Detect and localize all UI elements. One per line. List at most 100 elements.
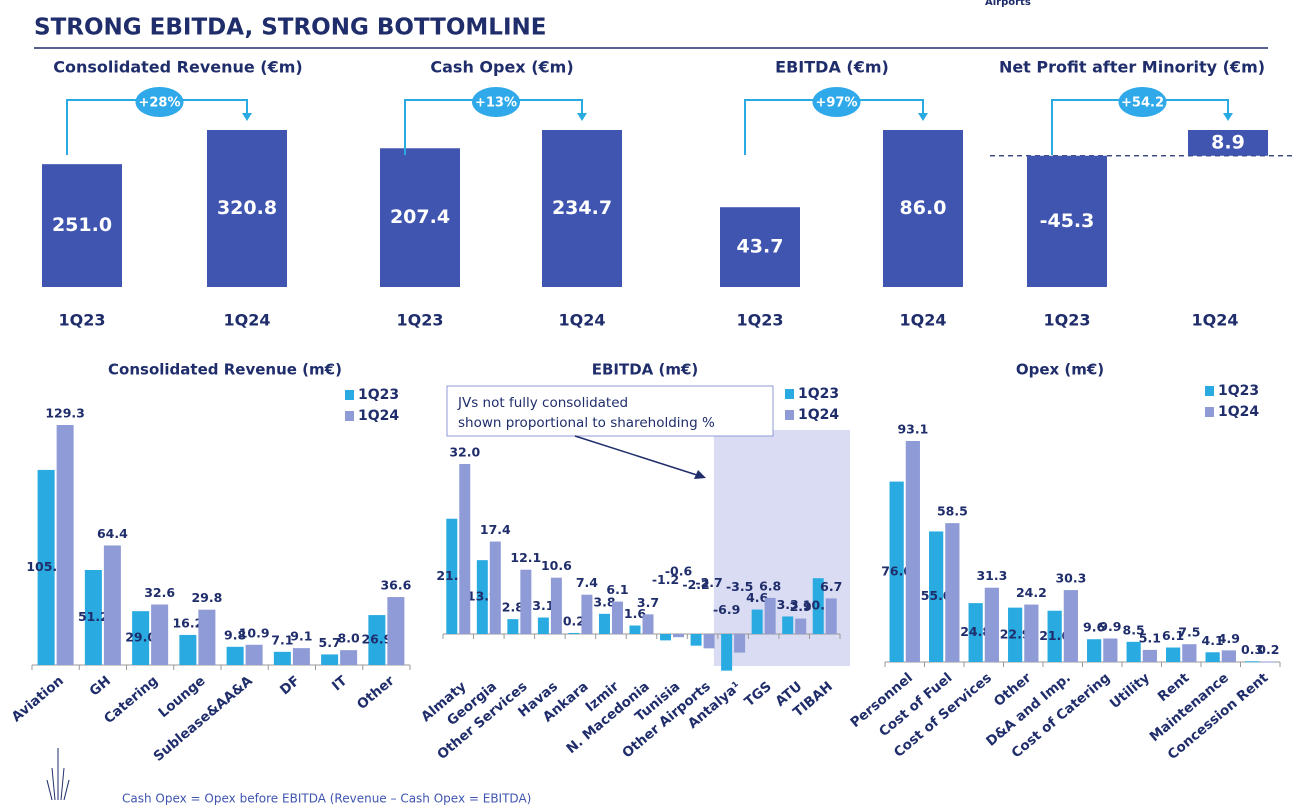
value-label: 1.6 [624, 606, 646, 621]
value-label: 9.1 [290, 629, 312, 644]
growth-label: +13% [475, 96, 517, 111]
value-label: 4.1 [1202, 633, 1224, 648]
bar [340, 650, 358, 665]
bar-value-label: 234.7 [552, 197, 612, 219]
panel-title: EBITDA (m€) [592, 361, 699, 379]
value-label: 10.9 [239, 625, 270, 640]
bar [568, 632, 580, 634]
bar [42, 164, 122, 287]
panel-title: Opex (m€) [1016, 361, 1104, 379]
value-label: 51.2 [78, 609, 109, 624]
category-label: Utility [1107, 670, 1153, 712]
annotation-arrowhead [694, 470, 706, 479]
value-label: 32.6 [144, 585, 175, 600]
bar [368, 615, 386, 665]
bar [542, 130, 622, 287]
logo-text: Airports [985, 0, 1031, 8]
bar [1261, 661, 1276, 663]
bar [1188, 130, 1268, 156]
value-label: 10.6 [541, 558, 572, 573]
bar [883, 130, 963, 287]
bar [764, 597, 776, 634]
value-label: 29.8 [191, 590, 222, 605]
value-label: 29.0 [125, 630, 156, 645]
bar [720, 207, 800, 287]
value-label: 24.8 [960, 624, 991, 639]
value-label: 2.9 [790, 599, 812, 614]
bar [292, 648, 310, 665]
bar [1063, 590, 1078, 662]
bar [537, 617, 549, 634]
bar [1182, 644, 1197, 662]
bar [581, 594, 593, 634]
annotation-arrow [574, 435, 701, 477]
slide-title: STRONG EBITDA, STRONG BOTTOMLINE [34, 15, 546, 41]
bar [380, 148, 460, 287]
growth-bubble [1118, 87, 1167, 117]
bar [1221, 650, 1236, 662]
value-label: 17.4 [480, 522, 511, 537]
value-label: 30.3 [1055, 571, 1086, 586]
category-label: 1Q24 [1192, 311, 1239, 330]
bar-value-label: 207.4 [390, 206, 450, 228]
bar [1047, 610, 1062, 662]
bar [273, 651, 291, 665]
bar [984, 587, 999, 662]
bar [446, 518, 458, 634]
value-label: 3.3 [777, 597, 799, 612]
bar [795, 618, 807, 634]
growth-bubble [472, 87, 520, 117]
bar-value-label: 320.8 [217, 197, 277, 219]
bar [611, 601, 623, 634]
category-label: 1Q23 [59, 311, 106, 330]
panel-title: Net Profit after Minority (€m) [999, 58, 1265, 77]
growth-arrowhead [242, 113, 252, 121]
growth-arrowhead [918, 113, 928, 121]
growth-label: +54.2 [1121, 96, 1164, 111]
bar [207, 130, 287, 287]
value-label: -6.9 [713, 602, 740, 617]
bar [812, 578, 824, 634]
annotation-box [446, 385, 774, 437]
footnote: Cash Opex = Opex before EBITDA (Revenue … [122, 792, 531, 806]
category-label: Other [354, 673, 398, 713]
bar [507, 619, 519, 634]
bar [968, 603, 983, 662]
category-label: GH [87, 673, 114, 700]
growth-bubble [812, 87, 861, 117]
category-label: 1Q23 [1044, 311, 1091, 330]
bar [629, 625, 641, 634]
bar [1166, 647, 1181, 662]
value-label: 55.0 [921, 588, 952, 603]
bar [782, 616, 794, 634]
value-label: -2.7 [695, 575, 722, 590]
value-label: 9.8 [224, 627, 246, 642]
bar [245, 644, 263, 665]
legend-label: 1Q23 [1218, 383, 1259, 399]
value-label: 0.2 [563, 613, 585, 628]
bar [226, 646, 244, 665]
bar [703, 634, 715, 649]
value-label: 0.3 [1241, 642, 1263, 657]
panel-title: EBITDA (€m) [775, 58, 889, 77]
value-label: 4.9 [1218, 631, 1240, 646]
panel-title: Consolidated Revenue (m€) [108, 361, 342, 379]
annotation-text: shown proportional to shareholding % [458, 415, 715, 431]
category-label: 1Q24 [224, 311, 271, 330]
legend-label: 1Q24 [1218, 404, 1259, 420]
value-label: 129.3 [45, 406, 85, 421]
legend-swatch [1205, 407, 1214, 417]
bar-value-label: -45.3 [1040, 210, 1095, 232]
value-label: 2.8 [502, 600, 524, 615]
legend-label: 1Q24 [798, 407, 839, 423]
value-label: -1.2 [652, 572, 679, 587]
bar [642, 614, 654, 634]
value-label: 3.1 [532, 598, 554, 613]
bar [1024, 604, 1039, 662]
category-label: IT [329, 672, 351, 694]
bar [1087, 639, 1102, 662]
value-label: 31.3 [976, 568, 1007, 583]
bar [550, 577, 562, 634]
bar [476, 560, 488, 634]
